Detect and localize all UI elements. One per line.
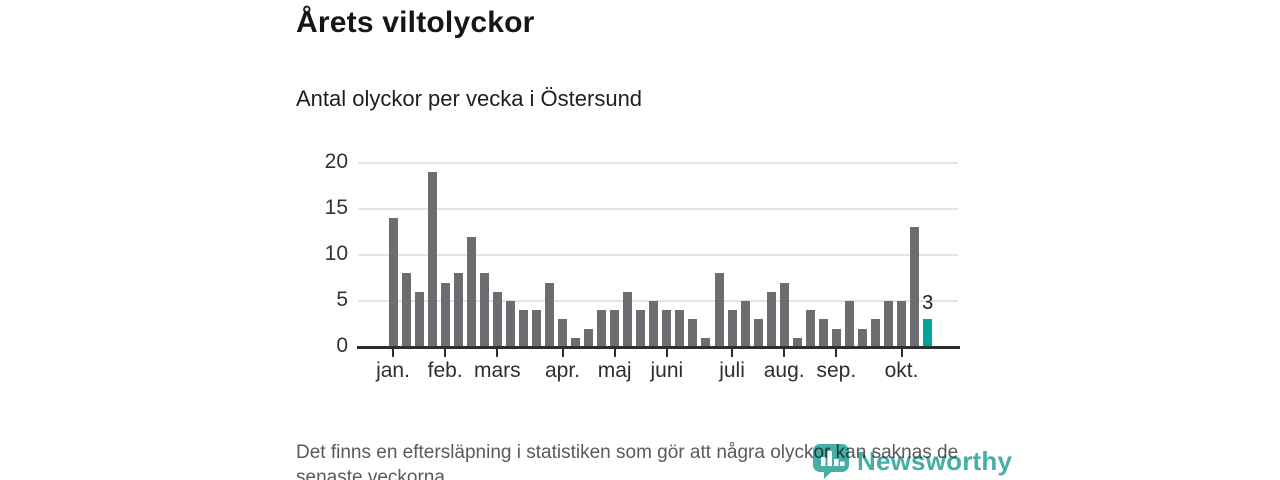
x-axis-label-apr: apr. [545, 359, 581, 382]
x-axis-label-maj: maj [597, 359, 632, 382]
x-axis-tick-maj [613, 349, 616, 357]
x-axis-label-aug: aug. [763, 359, 805, 382]
bar-week-16 [584, 328, 594, 347]
x-axis-label-sep: sep. [816, 359, 857, 382]
bar-week-38 [870, 319, 880, 347]
x-axis-tick-okt [900, 349, 903, 357]
bar-week-4 [427, 172, 437, 347]
y-axis-label-20: 20 [324, 150, 348, 173]
bar-week-37 [857, 328, 867, 347]
x-axis-tick-sep [835, 349, 838, 357]
bar-week-13 [544, 282, 554, 347]
bar-week-3 [414, 291, 424, 347]
x-axis-tick-aug [783, 349, 786, 357]
x-axis-tick-jan [392, 349, 394, 357]
x-axis-label-okt: okt. [884, 359, 919, 382]
x-axis-label-juni: juni [650, 359, 684, 382]
bar-week-28 [740, 301, 750, 347]
newsworthy-bubble-chart-icon [813, 444, 849, 479]
bar-week-12 [531, 310, 541, 347]
bar-week-2 [401, 273, 411, 347]
last-value-label: 3 [922, 292, 934, 315]
bar-week-18 [610, 310, 620, 347]
bar-week-27 [727, 310, 737, 347]
gridline-15 [358, 208, 958, 210]
y-axis-label-5: 5 [336, 288, 348, 311]
bar-week-19 [623, 291, 633, 347]
bar-week-33 [805, 310, 815, 347]
bar-week-6 [453, 273, 463, 347]
bar-week-17 [597, 310, 607, 347]
bar-week-20 [636, 310, 646, 347]
x-axis-label-jan: jan. [376, 359, 410, 382]
bar-week-40 [897, 301, 907, 347]
bar-week-29 [753, 319, 763, 347]
x-axis-tick-juni [665, 349, 668, 357]
x-axis-line [357, 346, 960, 349]
bar-week-41 [910, 227, 920, 347]
bar-week-1 [388, 218, 398, 347]
bar-week-39 [884, 301, 894, 347]
bar-week-35 [831, 328, 841, 347]
bar-week-5 [440, 282, 450, 347]
bar-week-22 [662, 310, 672, 347]
bar-week-42 [923, 319, 933, 347]
bar-week-10 [505, 301, 515, 347]
bar-week-7 [466, 236, 476, 347]
footnote-line-1: Det finns en eftersläpning i statistiken… [296, 442, 959, 463]
bar-week-14 [558, 319, 568, 347]
x-axis-tick-juli [731, 349, 734, 357]
bar-week-25 [701, 337, 711, 347]
y-axis-label-0: 0 [336, 334, 348, 357]
bar-week-32 [792, 337, 802, 347]
x-axis-label-mars: mars [473, 359, 521, 382]
footnote: Det finns en eftersläpning i statistiken… [296, 440, 996, 480]
footnote-line-2: senaste veckorna. [296, 467, 451, 480]
bar-week-23 [675, 310, 685, 347]
bar-week-8 [479, 273, 489, 347]
x-axis-tick-mars [496, 349, 499, 357]
bar-week-26 [714, 273, 724, 347]
newsworthy-logo: Newsworthy [813, 444, 1012, 479]
chart-subtitle: Antal olyckor per vecka i Östersund [296, 86, 643, 111]
chart-title: Årets viltolyckor [296, 6, 535, 39]
bar-week-9 [492, 291, 502, 347]
newsworthy-logo-text: Newsworthy [857, 446, 1013, 476]
x-axis-tick-apr [561, 349, 564, 357]
bar-week-21 [649, 301, 659, 347]
bar-week-11 [518, 310, 528, 347]
bar-week-15 [571, 337, 581, 347]
x-axis-tick-feb [444, 349, 447, 357]
bar-week-30 [766, 291, 776, 347]
gridline-10 [358, 254, 958, 256]
x-axis-label-feb: feb. [427, 359, 463, 382]
bar-week-36 [844, 301, 854, 347]
y-axis-label-15: 15 [324, 196, 348, 219]
y-axis-label-10: 10 [324, 242, 348, 265]
bar-week-24 [688, 319, 698, 347]
bar-week-31 [779, 282, 789, 347]
gridline-20 [358, 162, 958, 164]
x-axis-label-juli: juli [719, 359, 745, 382]
bar-week-34 [818, 319, 828, 347]
